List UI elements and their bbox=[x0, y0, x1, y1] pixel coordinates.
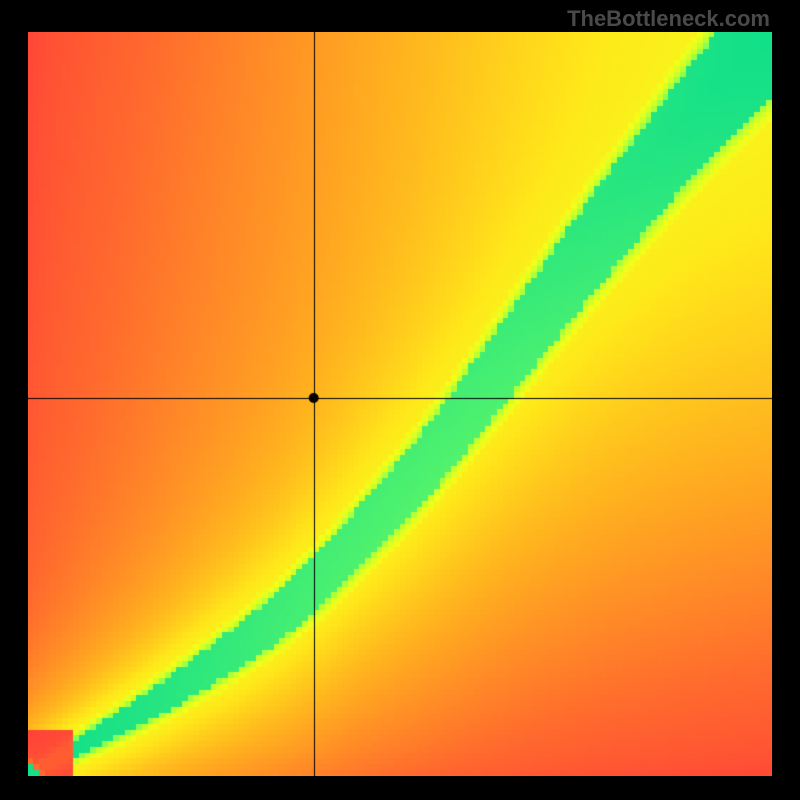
watermark-text: TheBottleneck.com bbox=[567, 6, 770, 32]
bottleneck-heatmap bbox=[28, 32, 772, 776]
